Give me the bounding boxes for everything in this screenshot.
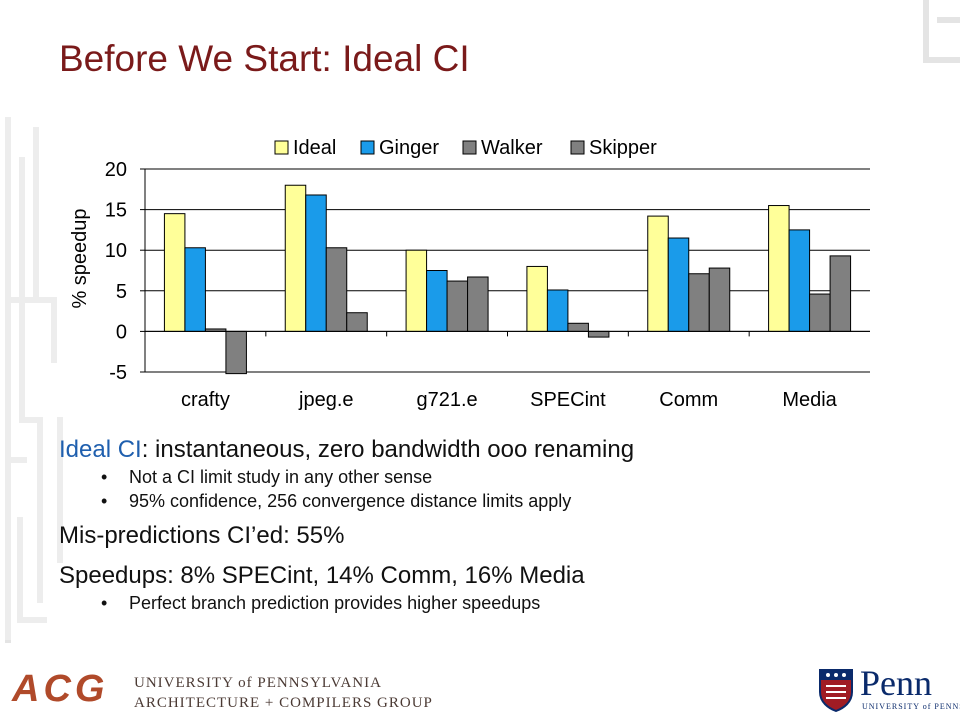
bar-skipper-crafty [225, 330, 247, 375]
x-tick-label: Media [782, 389, 837, 411]
bar-ginger-comm [667, 237, 690, 332]
legend-swatch-skipper [570, 140, 585, 155]
bar-ideal-g721e [405, 249, 428, 332]
bar-walker-g721e [446, 280, 469, 332]
ideal-ci-term: Ideal CI [59, 436, 142, 463]
bar-skipper-jpege [346, 312, 368, 332]
bullet-mispredictions: Mis-predictions CI’ed: 55% [59, 522, 345, 549]
penn-shield-icon [819, 669, 853, 712]
y-tick-label: -5 [109, 362, 127, 384]
ideal-ci-definition: : instantaneous, zero bandwidth ooo rena… [141, 436, 635, 463]
bar-walker-media [809, 293, 831, 332]
slide-title: Before We Start: Ideal CI [59, 38, 470, 79]
bar-ideal-media [768, 205, 790, 332]
bar-walker-specint [567, 322, 589, 332]
y-axis-label: % speedup [69, 208, 91, 308]
bar-walker-jpege [325, 247, 348, 332]
legend-label-walker: Walker [481, 137, 543, 159]
x-tick-label: crafty [181, 389, 230, 411]
bar-ideal-crafty [163, 213, 186, 332]
bar-ginger-jpege [305, 194, 327, 332]
legend-label-ideal: Ideal [293, 137, 336, 159]
bar-ideal-comm [647, 215, 669, 332]
bar-skipper-media [829, 255, 852, 332]
penn-subtitle: UNIVERSITY of PENNSYLVANIA [862, 702, 960, 711]
y-tick-label: 5 [116, 281, 127, 303]
bar-skipper-comm [708, 267, 731, 332]
bar-skipper-g721e [467, 276, 489, 332]
sub-bullet-confidence: 95% confidence, 256 convergence distance… [101, 491, 939, 512]
x-tick-label: SPECint [530, 389, 606, 411]
legend-label-ginger: Ginger [379, 137, 439, 159]
acg-logo: ACG [12, 668, 109, 710]
bar-walker-comm [688, 273, 710, 332]
legend-swatch-ginger [360, 140, 375, 155]
x-tick-label: Comm [659, 389, 718, 411]
bar-ideal-specint [526, 265, 548, 332]
bar-ginger-media [788, 229, 811, 332]
university-name: UNIVERSITY of PENNSYLVANIA [134, 675, 382, 691]
x-tick-label: g721.e [416, 389, 477, 411]
penn-logo: Penn UNIVERSITY of PENNSYLVANIA [818, 663, 960, 718]
bullet-speedups: Speedups: 8% SPECint, 14% Comm, 16% Medi… [59, 562, 585, 589]
bullet-ideal-ci: Ideal CI: instantaneous, zero bandwidth … [59, 436, 939, 464]
sub-bullet-branch-prediction: Perfect branch prediction provides highe… [101, 593, 939, 614]
group-name: ARCHITECTURE + COMPILERS GROUP [134, 695, 433, 711]
y-tick-label: 10 [105, 240, 127, 262]
bar-ginger-g721e [426, 270, 448, 332]
y-tick-label: 20 [105, 159, 127, 181]
y-tick-label: 0 [116, 321, 127, 343]
legend-swatch-ideal [274, 140, 289, 155]
bar-skipper-specint [587, 330, 610, 338]
legend-swatch-walker [462, 140, 477, 155]
bullet-list: Ideal CI: instantaneous, zero bandwidth … [59, 436, 939, 614]
sub-bullet-limit-study: Not a CI limit study in any other sense [101, 467, 939, 488]
y-tick-label: 15 [105, 200, 127, 222]
bar-ginger-crafty [184, 247, 206, 332]
x-tick-label: jpeg.e [298, 389, 354, 411]
legend-label-skipper: Skipper [589, 137, 657, 159]
bar-ideal-jpege [284, 184, 307, 332]
penn-wordmark: Penn [860, 663, 932, 703]
bar-ginger-specint [546, 289, 569, 332]
